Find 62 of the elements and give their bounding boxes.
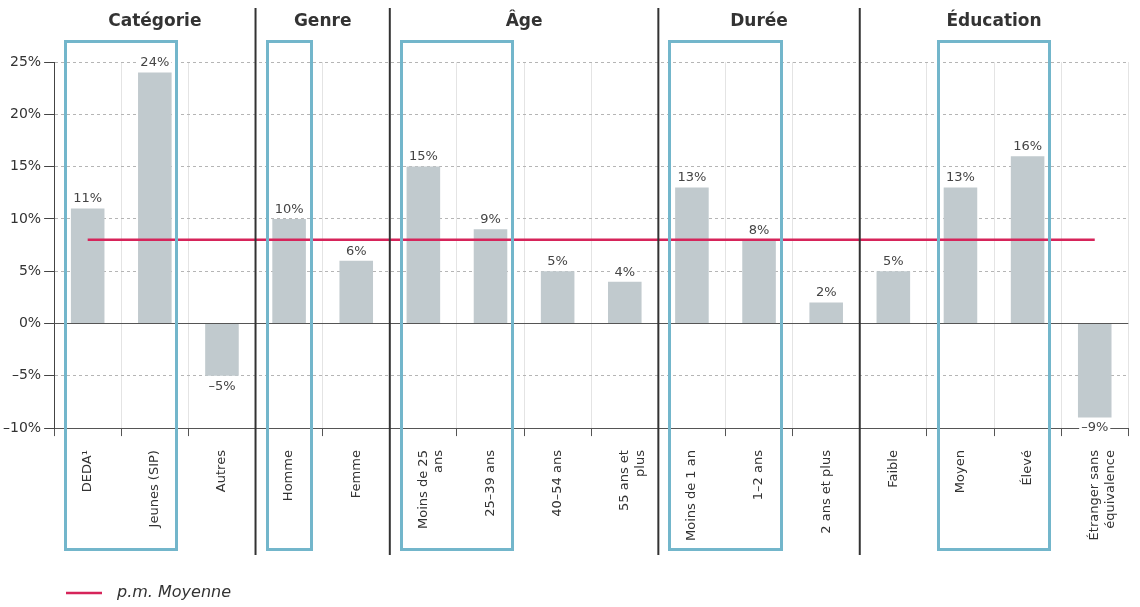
bar — [138, 72, 172, 323]
bar — [675, 187, 709, 323]
x-tick-label: 40–54 ans — [549, 449, 565, 517]
x-tick-label: Moins de 1 an — [683, 450, 699, 541]
data-label: 9% — [480, 211, 501, 227]
data-label: 4% — [614, 263, 636, 279]
bar — [540, 271, 575, 323]
text: Catégorie — [108, 10, 202, 31]
x-tick-label: 25–39 ans — [481, 449, 497, 517]
data-label: 13% — [677, 169, 707, 185]
bar — [473, 229, 508, 323]
data-label: –9% — [1081, 419, 1109, 435]
bar — [205, 323, 239, 376]
x-tick-label: Étranger sans équivalence — [1086, 449, 1117, 541]
y-tick-label: 5% — [18, 261, 42, 278]
text: Durée — [730, 10, 788, 31]
data-label: 24% — [140, 54, 170, 70]
x-tick-label: Homme — [280, 450, 296, 502]
data-label: 5% — [547, 253, 568, 269]
bar — [406, 166, 441, 323]
bar — [742, 239, 776, 323]
bar — [1010, 156, 1045, 323]
y-tick-label: 0% — [18, 314, 42, 331]
bar — [608, 281, 642, 323]
y-tick-label: 25% — [9, 52, 42, 69]
data-label: 16% — [1013, 138, 1043, 154]
data-label: 8% — [748, 221, 770, 237]
bar — [943, 187, 978, 323]
text: Éducation — [946, 9, 1042, 31]
legend-label: p.m. Moyenne — [116, 582, 232, 602]
bar — [809, 302, 843, 323]
y-tick-label: –5% — [11, 366, 42, 383]
data-label: 10% — [274, 200, 304, 216]
x-tick-label: Femme — [347, 450, 363, 499]
bar — [1077, 323, 1112, 418]
data-label: 13% — [946, 169, 975, 185]
x-tick-label: Moyen — [951, 450, 967, 494]
x-tick-label: Faible — [884, 450, 900, 488]
text: Genre — [293, 10, 352, 31]
data-label: –5% — [208, 377, 236, 393]
y-tick-label: 15% — [9, 157, 42, 174]
bar — [339, 260, 374, 323]
data-label: 2% — [815, 284, 837, 300]
x-tick-label: 2 ans et plus — [817, 449, 833, 534]
x-tick-label: DEDA¹ — [79, 450, 95, 493]
bar — [70, 208, 105, 323]
text: Âge — [505, 9, 543, 31]
data-label: 11% — [73, 190, 103, 206]
bar — [272, 218, 306, 323]
data-label: 6% — [345, 242, 367, 258]
data-label: 5% — [883, 253, 904, 269]
x-tick-label: Autres — [213, 449, 229, 493]
x-tick-label: Jeunes (SIP) — [146, 450, 162, 529]
x-tick-label: Élevé — [1018, 450, 1034, 486]
y-tick-label: 10% — [9, 209, 42, 226]
x-tick-label: 55 ans et plus — [616, 449, 647, 511]
bar — [876, 271, 911, 323]
x-tick-label: 1–2 ans — [750, 449, 766, 501]
x-tick-label: Moins de 25 ans — [414, 449, 446, 529]
y-tick-label: 20% — [9, 104, 42, 121]
data-label: 15% — [408, 148, 438, 164]
y-tick-label: –10% — [2, 418, 42, 435]
